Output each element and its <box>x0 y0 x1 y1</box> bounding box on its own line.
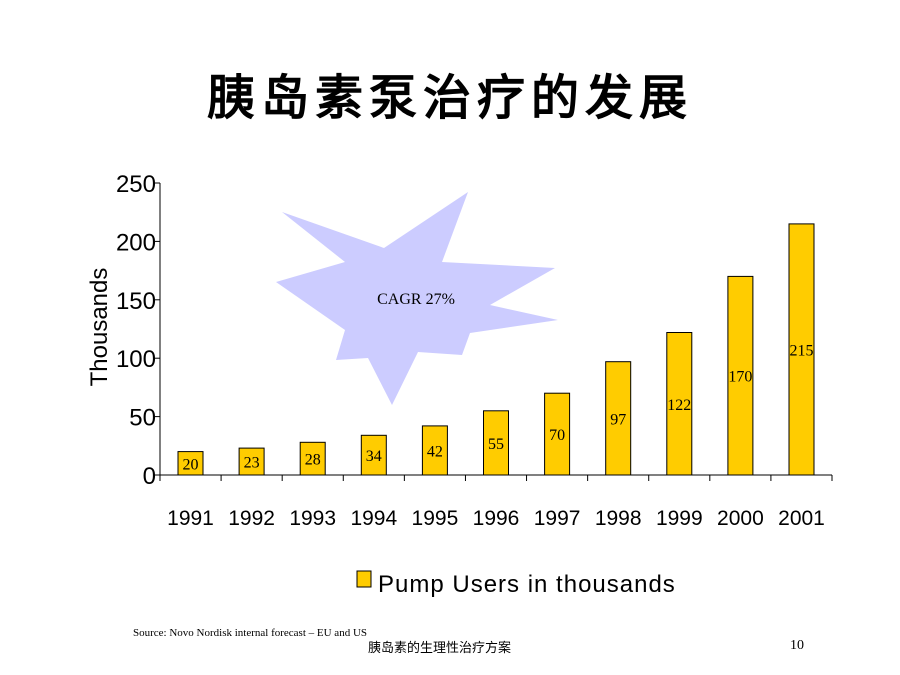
bar-1999 <box>666 332 693 476</box>
x-tick-label-1996: 1996 <box>473 507 520 530</box>
starburst-shape <box>276 192 558 405</box>
data-label-1991: 20 <box>183 456 199 473</box>
x-tick-label-1991: 1991 <box>167 507 214 530</box>
x-tick-label-1999: 1999 <box>656 507 703 530</box>
x-tick-label-2001: 2001 <box>778 507 825 530</box>
x-tick-label-2000: 2000 <box>717 507 764 530</box>
y-tick-label: 250 <box>116 171 156 198</box>
source-note: Source: Novo Nordisk internal forecast –… <box>133 627 368 639</box>
bar-1998 <box>605 361 632 476</box>
bar-chart: CAGR 27% 20 23 28 34 42 55 70 97 122 170 215 0 50 10… <box>86 171 833 598</box>
y-tick-label: 200 <box>116 229 156 256</box>
y-axis-title: Thousands <box>86 268 113 387</box>
data-label-1995: 42 <box>427 444 443 461</box>
bar-2001 <box>788 223 815 476</box>
bar-1994 <box>360 434 387 476</box>
page-number: 10 <box>790 638 804 653</box>
x-tick-label-1995: 1995 <box>412 507 459 530</box>
bar-1993 <box>299 441 326 476</box>
data-label-1996: 55 <box>488 436 504 453</box>
legend-swatch <box>356 570 372 588</box>
x-tick-label-1993: 1993 <box>289 507 336 530</box>
data-label-1999: 122 <box>667 397 691 414</box>
data-label-1994: 34 <box>366 448 382 465</box>
data-label-2000: 170 <box>728 369 752 386</box>
bar-1996 <box>483 410 509 476</box>
data-label-1998: 97 <box>610 411 626 428</box>
data-label-2001: 215 <box>790 342 814 359</box>
slide-title: 胰岛素泵治疗的发展 <box>206 70 693 126</box>
annotation-label: CAGR 27% <box>377 291 455 308</box>
x-tick-label-1997: 1997 <box>534 507 581 530</box>
bar-1997 <box>544 392 571 476</box>
y-tick-label: 0 <box>143 463 156 490</box>
x-tick-label-1994: 1994 <box>350 507 397 530</box>
x-tick-label-1992: 1992 <box>228 507 275 530</box>
y-tick-label: 100 <box>116 346 156 373</box>
x-tick-label-1998: 1998 <box>595 507 642 530</box>
data-label-1992: 23 <box>244 455 260 472</box>
data-label-1993: 28 <box>305 452 321 469</box>
y-tick-label: 150 <box>116 288 156 315</box>
y-tick-label: 50 <box>129 405 156 432</box>
data-label-1997: 70 <box>549 427 565 444</box>
legend-label: Pump Users in thousands <box>378 571 676 598</box>
footer-text: 胰岛素的生理性治疗方案 <box>368 641 512 656</box>
